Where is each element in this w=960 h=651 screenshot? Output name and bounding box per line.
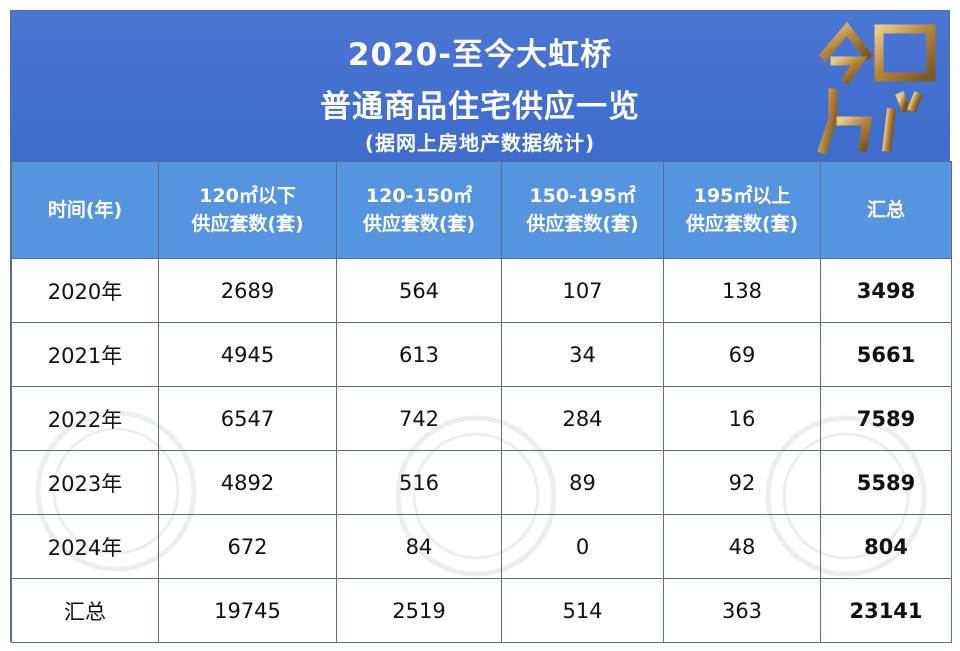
cell-150-195: 0 [501, 514, 664, 579]
cell-under-120: 4892 [158, 450, 337, 515]
cell-over-195: 92 [663, 450, 821, 515]
header-150-195: 150-195㎡ 供应套数(套) [501, 161, 664, 259]
cell-total: 5661 [820, 322, 952, 387]
cell-150-195: 34 [501, 322, 664, 387]
table-row: 2020年 2689 564 107 138 3498 [11, 258, 952, 323]
header-year: 时间(年) [11, 161, 159, 259]
cell-under-120: 6547 [158, 386, 337, 451]
cell-year: 2021年 [11, 322, 159, 387]
table-row: 2022年 6547 742 284 16 7589 [11, 386, 952, 451]
cell-120-150: 2519 [336, 578, 502, 643]
page-title-secondary: 普通商品住宅供应一览 [320, 89, 640, 125]
cell-under-120: 672 [158, 514, 337, 579]
cell-year: 汇总 [11, 578, 159, 643]
cell-under-120: 2689 [158, 258, 337, 323]
cell-total: 7589 [820, 386, 952, 451]
header-120-150: 120-150㎡ 供应套数(套) [336, 161, 502, 259]
cell-year: 2022年 [11, 386, 159, 451]
header-total: 汇总 [820, 161, 952, 259]
cell-120-150: 84 [336, 514, 502, 579]
cell-120-150: 564 [336, 258, 502, 323]
cell-over-195: 48 [663, 514, 821, 579]
cell-year: 2023年 [11, 450, 159, 515]
cell-total: 5589 [820, 450, 952, 515]
cell-over-195: 69 [663, 322, 821, 387]
cell-over-195: 363 [663, 578, 821, 643]
table-row: 2024年 672 84 0 48 804 [11, 514, 952, 579]
cell-under-120: 19745 [158, 578, 337, 643]
table-row: 2021年 4945 613 34 69 5661 [11, 322, 952, 387]
report-frame: 2020-至今大虹桥 普通商品住宅供应一览 (据网上房地产数据统计) [10, 10, 952, 643]
table-row-summary: 汇总 19745 2519 514 363 23141 [11, 578, 952, 643]
supply-table: 时间(年) 120㎡以下 供应套数(套) 120-150㎡ 供应套数(套) 15… [11, 161, 952, 643]
cell-over-195: 16 [663, 386, 821, 451]
cell-150-195: 514 [501, 578, 664, 643]
cell-total: 804 [820, 514, 952, 579]
cell-120-150: 742 [336, 386, 502, 451]
table-row: 2023年 4892 516 89 92 5589 [11, 450, 952, 515]
cell-150-195: 89 [501, 450, 664, 515]
cell-year: 2020年 [11, 258, 159, 323]
jinri-fangchan-logo-icon [817, 21, 940, 155]
page-subtitle: (据网上房地产数据统计) [364, 131, 596, 155]
cell-over-195: 138 [663, 258, 821, 323]
header-under-120: 120㎡以下 供应套数(套) [158, 161, 337, 259]
table-header-row: 时间(年) 120㎡以下 供应套数(套) 120-150㎡ 供应套数(套) 15… [11, 161, 952, 259]
page-title: 2020-至今大虹桥 [347, 37, 613, 73]
cell-under-120: 4945 [158, 322, 337, 387]
supply-table-container: 时间(年) 120㎡以下 供应套数(套) 120-150㎡ 供应套数(套) 15… [11, 161, 952, 643]
cell-total: 23141 [820, 578, 952, 643]
cell-150-195: 284 [501, 386, 664, 451]
cell-year: 2024年 [11, 514, 159, 579]
cell-120-150: 516 [336, 450, 502, 515]
cell-150-195: 107 [501, 258, 664, 323]
cell-120-150: 613 [336, 322, 502, 387]
title-banner: 2020-至今大虹桥 普通商品住宅供应一览 (据网上房地产数据统计) [11, 11, 949, 162]
cell-total: 3498 [820, 258, 952, 323]
header-over-195: 195㎡以上 供应套数(套) [663, 161, 821, 259]
